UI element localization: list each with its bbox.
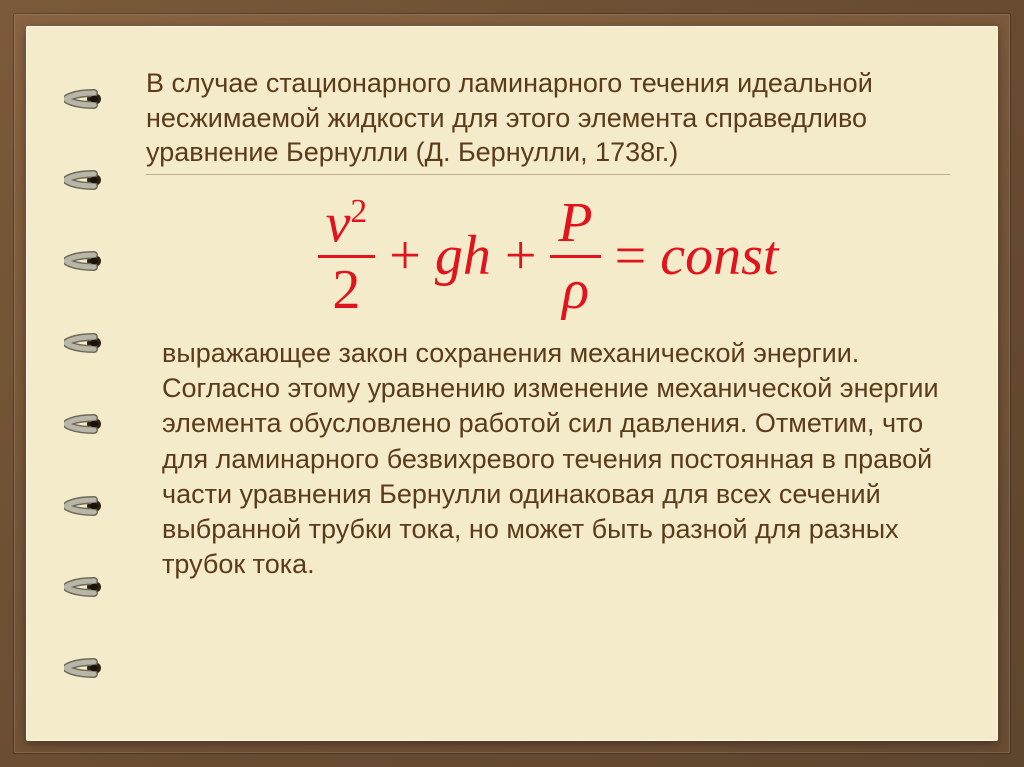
bernoulli-equation: v2 2 + gh + P ρ =: [310, 191, 787, 323]
eq-den-2: 2: [324, 260, 368, 320]
intro-paragraph: В случае стационарного ламинарного течен…: [146, 66, 950, 175]
eq-plus-1: +: [389, 227, 421, 286]
spiral-ring-icon: [64, 651, 108, 685]
spiral-ring-icon: [64, 570, 108, 604]
eq-rho: ρ: [554, 260, 597, 320]
paper-slide: В случае стационарного ламинарного течен…: [26, 26, 998, 741]
fraction-p-over-rho: P ρ: [550, 193, 600, 320]
spiral-ring-icon: [64, 244, 108, 278]
eq-v: v: [326, 192, 351, 254]
eq-p: P: [550, 193, 600, 253]
outer-frame: В случае стационарного ламинарного течен…: [0, 0, 1024, 767]
equation-block: v2 2 + gh + P ρ =: [146, 191, 950, 323]
spiral-ring-icon: [64, 163, 108, 197]
eq-gh: gh: [435, 227, 491, 286]
eq-equals: =: [615, 227, 647, 286]
spiral-binding: [64, 26, 124, 741]
spiral-ring-icon: [64, 326, 108, 360]
inner-frame: В случае стационарного ламинарного течен…: [14, 14, 1010, 753]
eq-plus-2: +: [505, 227, 537, 286]
spiral-ring-icon: [64, 82, 108, 116]
eq-const: const: [660, 227, 778, 286]
fraction-v2-over-2: v2 2: [318, 193, 376, 321]
spiral-ring-icon: [64, 489, 108, 523]
eq-sup-2: 2: [350, 193, 367, 230]
spiral-ring-icon: [64, 407, 108, 441]
body-paragraph: выражающее закон сохранения механической…: [146, 336, 950, 582]
